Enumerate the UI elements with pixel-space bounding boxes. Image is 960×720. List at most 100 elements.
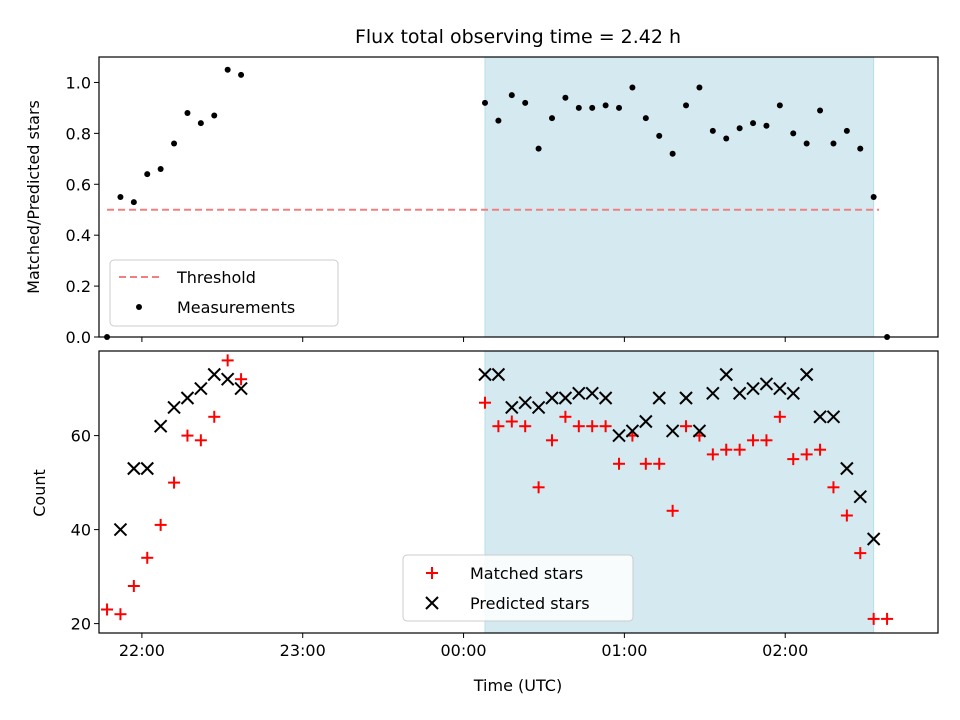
y-tick-label: 0.2 [66, 277, 91, 296]
y-tick-label: 20 [71, 615, 91, 634]
matched-star-point [881, 612, 894, 625]
top-plot-frame [98, 56, 939, 338]
measurement-point [495, 117, 502, 124]
matched-star-point [478, 396, 491, 409]
predicted-star-point [679, 391, 693, 405]
bottom-x-axis-ticks: 22:00 23:00 00:00 01:00 02:00 [119, 633, 808, 660]
predicted-star-point [759, 377, 774, 391]
matched-star-point [639, 457, 652, 470]
y-tick-label: 1.0 [66, 73, 91, 92]
matched-star-point [519, 420, 532, 433]
measurement-point [817, 107, 824, 114]
top-observing-window [484, 56, 875, 338]
predicted-star-point [478, 367, 492, 382]
measurement-point [616, 104, 623, 111]
x-tick-label: 01:00 [601, 641, 647, 660]
predicted-star-point [180, 391, 195, 405]
measurement-point [776, 102, 783, 109]
measurement-point [184, 110, 191, 116]
predicted-star-point [234, 381, 248, 396]
y-tick-label: 0.4 [66, 226, 91, 245]
measurement-point [857, 145, 864, 152]
matched-star-point [773, 410, 786, 423]
measurement-point [723, 135, 730, 142]
measurement-point [197, 120, 204, 127]
matched-star-point [720, 443, 733, 456]
measurement-point [562, 94, 569, 101]
matched-star-point [760, 434, 773, 447]
predicted-star-point [786, 386, 800, 401]
predicted-star-point [545, 391, 559, 405]
predicted-star-point [558, 391, 573, 405]
predicted-star-point [572, 386, 586, 401]
predicted-star-point [167, 400, 181, 415]
measurement-point [535, 145, 542, 152]
matched-star-point [505, 415, 518, 428]
predicted-star-point [732, 386, 747, 401]
matched-star-point [854, 547, 867, 560]
matched-star-point [827, 481, 840, 494]
measurements-series [104, 66, 891, 340]
predicted-star-point [799, 367, 814, 382]
bottom-plot-frame [98, 350, 939, 634]
chart-title: Flux total observing time = 2.42 h [355, 26, 681, 48]
predicted-star-point [665, 424, 680, 438]
measurement-point [157, 166, 164, 172]
predicted-star-point [491, 367, 506, 382]
predicted-star-point [598, 391, 613, 405]
y-tick-label: 0.6 [66, 175, 91, 194]
bottom-panel: 20 40 60 22:00 23:00 00:00 01:00 02:00 Count T… [30, 350, 939, 695]
predicted-star-point [813, 410, 827, 424]
x-tick-label: 22:00 [119, 641, 165, 660]
measurement-point [629, 84, 636, 91]
predicted-star-point [625, 424, 640, 438]
measurement-point [642, 115, 649, 122]
measurement-point [589, 104, 596, 111]
measurement-point [171, 140, 178, 147]
legend-measurements-swatch [136, 304, 142, 310]
matched-star-point [572, 420, 585, 433]
measurement-point [669, 150, 676, 157]
predicted-star-point [692, 424, 707, 438]
matched-star-point [546, 434, 559, 447]
matched-star-point [194, 434, 207, 447]
predicted-star-point [194, 381, 208, 396]
matched-star-point [101, 603, 114, 616]
y-tick-label: 0.0 [66, 328, 91, 347]
legend-matched-swatch [426, 567, 438, 579]
matched-star-point [181, 429, 194, 442]
top-legend: Threshold Measurements [109, 259, 339, 327]
measurement-point [763, 122, 770, 129]
predicted-star-point [207, 367, 221, 382]
predicted-star-point [639, 414, 653, 429]
legend-predicted-swatch [425, 596, 439, 610]
measurement-point [656, 132, 663, 139]
measurement-point [481, 99, 488, 106]
y-tick-label: 60 [71, 427, 91, 446]
measurement-point [549, 115, 556, 122]
measurement-point [790, 130, 797, 137]
top-y-axis-label: Matched/Predicted stars [24, 100, 43, 294]
legend-measurements-label: Measurements [177, 298, 295, 317]
measurement-point [117, 194, 124, 200]
x-tick-label: 00:00 [440, 641, 486, 660]
matched-star-point [599, 420, 612, 433]
matched-star-point [141, 551, 154, 564]
top-x-axis-ticks [141, 337, 786, 342]
measurement-point [696, 84, 703, 91]
matched-star-point [733, 443, 746, 456]
bottom-legend-box [402, 554, 634, 622]
measurement-point [843, 127, 850, 134]
x-axis-label: Time (UTC) [473, 676, 562, 695]
bottom-legend: Matched stars Predicted stars [402, 554, 634, 622]
predicted-star-point [153, 419, 168, 433]
matched-star-point [814, 443, 827, 456]
measurement-point [211, 112, 218, 119]
measurement-point [144, 171, 151, 178]
legend-predicted-label: Predicted stars [470, 594, 590, 613]
predicted-star-point [113, 522, 128, 537]
predicted-star-point [505, 400, 519, 415]
x-tick-label: 02:00 [762, 641, 808, 660]
x-tick-label: 23:00 [280, 641, 326, 660]
